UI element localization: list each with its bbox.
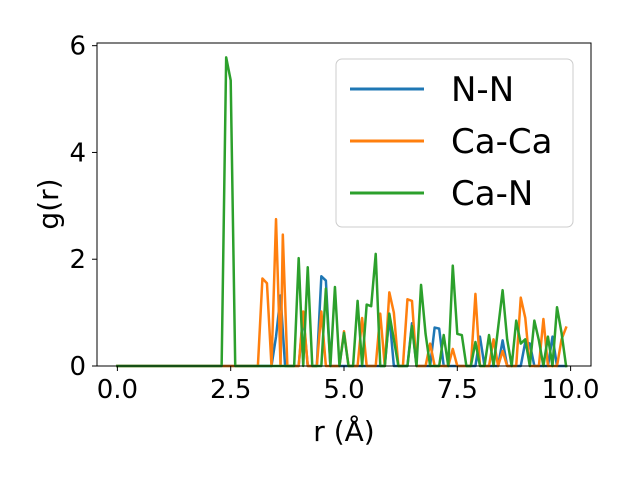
legend-label-n-n: N-N <box>451 70 514 110</box>
y-axis-ticks: 0 2 4 6 <box>69 32 97 382</box>
y-tick-label: 0 <box>69 352 86 382</box>
y-tick-label: 4 <box>69 138 86 168</box>
y-axis-label: g(r) <box>32 178 65 229</box>
x-tick-label: 7.5 <box>437 375 478 405</box>
y-tick-label: 6 <box>69 32 86 62</box>
legend-label-ca-n: Ca-N <box>451 174 533 214</box>
legend-box <box>335 58 574 228</box>
series-line-ca-n <box>116 56 568 368</box>
x-axis-label: r (Å) <box>313 414 374 448</box>
x-tick-label: 5.0 <box>323 375 364 405</box>
x-tick-label: 0.0 <box>97 375 138 405</box>
x-tick-label: 2.5 <box>210 375 251 405</box>
x-tick-label: 10.0 <box>542 375 600 405</box>
y-tick-label: 2 <box>69 245 86 275</box>
legend: N-N Ca-Ca Ca-N <box>335 58 574 228</box>
legend-label-ca-ca: Ca-Ca <box>451 122 552 162</box>
x-axis-ticks: 0.0 2.5 5.0 7.5 10.0 <box>97 366 600 405</box>
